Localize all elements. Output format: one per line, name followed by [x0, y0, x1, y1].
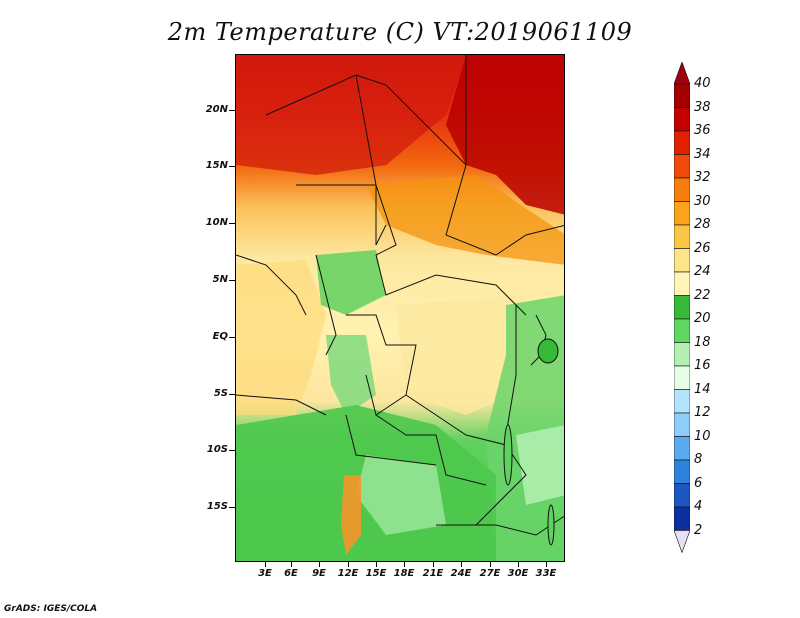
lat-label-15s: 15S: [206, 501, 228, 512]
lat-tick: [229, 507, 235, 508]
angola-highland-cool: [356, 455, 446, 535]
lake-victoria: [537, 338, 559, 364]
lat-label-15n: 15N: [205, 160, 228, 171]
lat-tick: [229, 280, 235, 281]
colorbar: [674, 62, 690, 554]
lon-tick: [433, 562, 434, 567]
lat-tick: [229, 166, 235, 167]
lon-label-6e: 6E: [284, 568, 298, 579]
lat-label-10s: 10S: [206, 444, 228, 455]
colorbar-label: 14: [694, 381, 711, 397]
lat-tick: [229, 337, 235, 338]
colorbar-cell: [674, 107, 690, 132]
colorbar-label: 2: [694, 522, 703, 538]
colorbar-label: 8: [694, 452, 703, 467]
colorbar-label: 18: [694, 334, 711, 350]
lon-tick: [291, 562, 292, 567]
lon-tick: [518, 562, 519, 567]
lon-tick: [404, 562, 405, 567]
colorbar-label: 26: [694, 240, 711, 256]
colorbar-label: 40: [694, 76, 711, 91]
lon-tick: [376, 562, 377, 567]
colorbar-cell: [674, 389, 690, 414]
colorbar-label: 20: [694, 311, 711, 326]
colorbar-label: 10: [694, 428, 711, 444]
colorbar-cell: [674, 201, 690, 226]
lat-tick: [229, 223, 235, 224]
colorbar-label: 30: [694, 193, 711, 209]
lon-label-9e: 9E: [312, 568, 326, 579]
colorbar-label: 28: [694, 217, 711, 232]
lon-tick: [461, 562, 462, 567]
lon-tick: [490, 562, 491, 567]
colorbar-cell: [674, 412, 690, 437]
lon-label-12e: 12E: [337, 568, 359, 579]
lake-malawi: [547, 504, 555, 546]
colorbar-label: 12: [694, 405, 711, 420]
colorbar-over-triangle: [674, 62, 690, 85]
lake-tanganyika: [503, 424, 513, 486]
hot-zone-north: [236, 55, 466, 175]
lat-label-5s: 5S: [213, 388, 228, 399]
lon-label-33e: 33E: [535, 568, 557, 579]
lon-tick: [265, 562, 266, 567]
lon-label-30e: 30E: [507, 568, 529, 579]
colorbar-label: 32: [694, 170, 711, 185]
colorbar-cell: [674, 154, 690, 179]
lon-label-18e: 18E: [393, 568, 415, 579]
ocean-region: [236, 260, 326, 415]
lon-label-27e: 27E: [479, 568, 501, 579]
lat-tick: [229, 394, 235, 395]
colorbar-cell: [674, 342, 690, 367]
colorbar-label: 22: [694, 287, 711, 303]
lon-tick: [348, 562, 349, 567]
colorbar-label: 16: [694, 358, 711, 373]
colorbar-cell: [674, 224, 690, 249]
hot-zone-northeast: [446, 55, 564, 215]
colorbar-cell: [674, 130, 690, 155]
lat-label-5n: 5N: [212, 274, 228, 285]
lon-tick: [546, 562, 547, 567]
lon-label-15e: 15E: [365, 568, 387, 579]
colorbar-cell: [674, 248, 690, 273]
gabon-coast-green: [326, 335, 376, 415]
lon-label-21e: 21E: [422, 568, 444, 579]
colorbar-cell: [674, 483, 690, 508]
colorbar-cell: [674, 436, 690, 461]
colorbar-label: 6: [694, 475, 703, 491]
colorbar-cell: [674, 271, 690, 296]
lon-label-3e: 3E: [258, 568, 272, 579]
colorbar-label: 24: [694, 264, 711, 279]
namib-coast-orange: [341, 475, 361, 555]
lon-tick: [319, 562, 320, 567]
colorbar-cell: [674, 365, 690, 390]
colorbar-label: 36: [694, 123, 711, 138]
lat-label-10n: 10N: [205, 217, 228, 228]
lat-label-eq: EQ: [212, 331, 228, 342]
temperature-map: [235, 54, 565, 562]
colorbar-cell: [674, 83, 690, 108]
colorbar-label: 38: [694, 99, 711, 115]
colorbar-label: 34: [694, 146, 711, 162]
lon-label-24e: 24E: [450, 568, 472, 579]
highland-green-cameroon: [316, 250, 386, 315]
colorbar-cell: [674, 177, 690, 202]
lat-label-20n: 20N: [205, 104, 228, 115]
map-title: 2m Temperature (C) VT:2019061109: [167, 18, 633, 46]
lat-tick: [229, 110, 235, 111]
footer-credit: GrADS: IGES/COLA: [4, 604, 98, 614]
colorbar-cell: [674, 506, 690, 531]
lat-tick: [229, 450, 235, 451]
colorbar-cell: [674, 459, 690, 484]
colorbar-under-triangle: [674, 530, 690, 554]
east-highlands-cool: [516, 425, 564, 505]
colorbar-cell: [674, 295, 690, 320]
colorbar-cell: [674, 318, 690, 343]
colorbar-label: 4: [694, 499, 703, 514]
